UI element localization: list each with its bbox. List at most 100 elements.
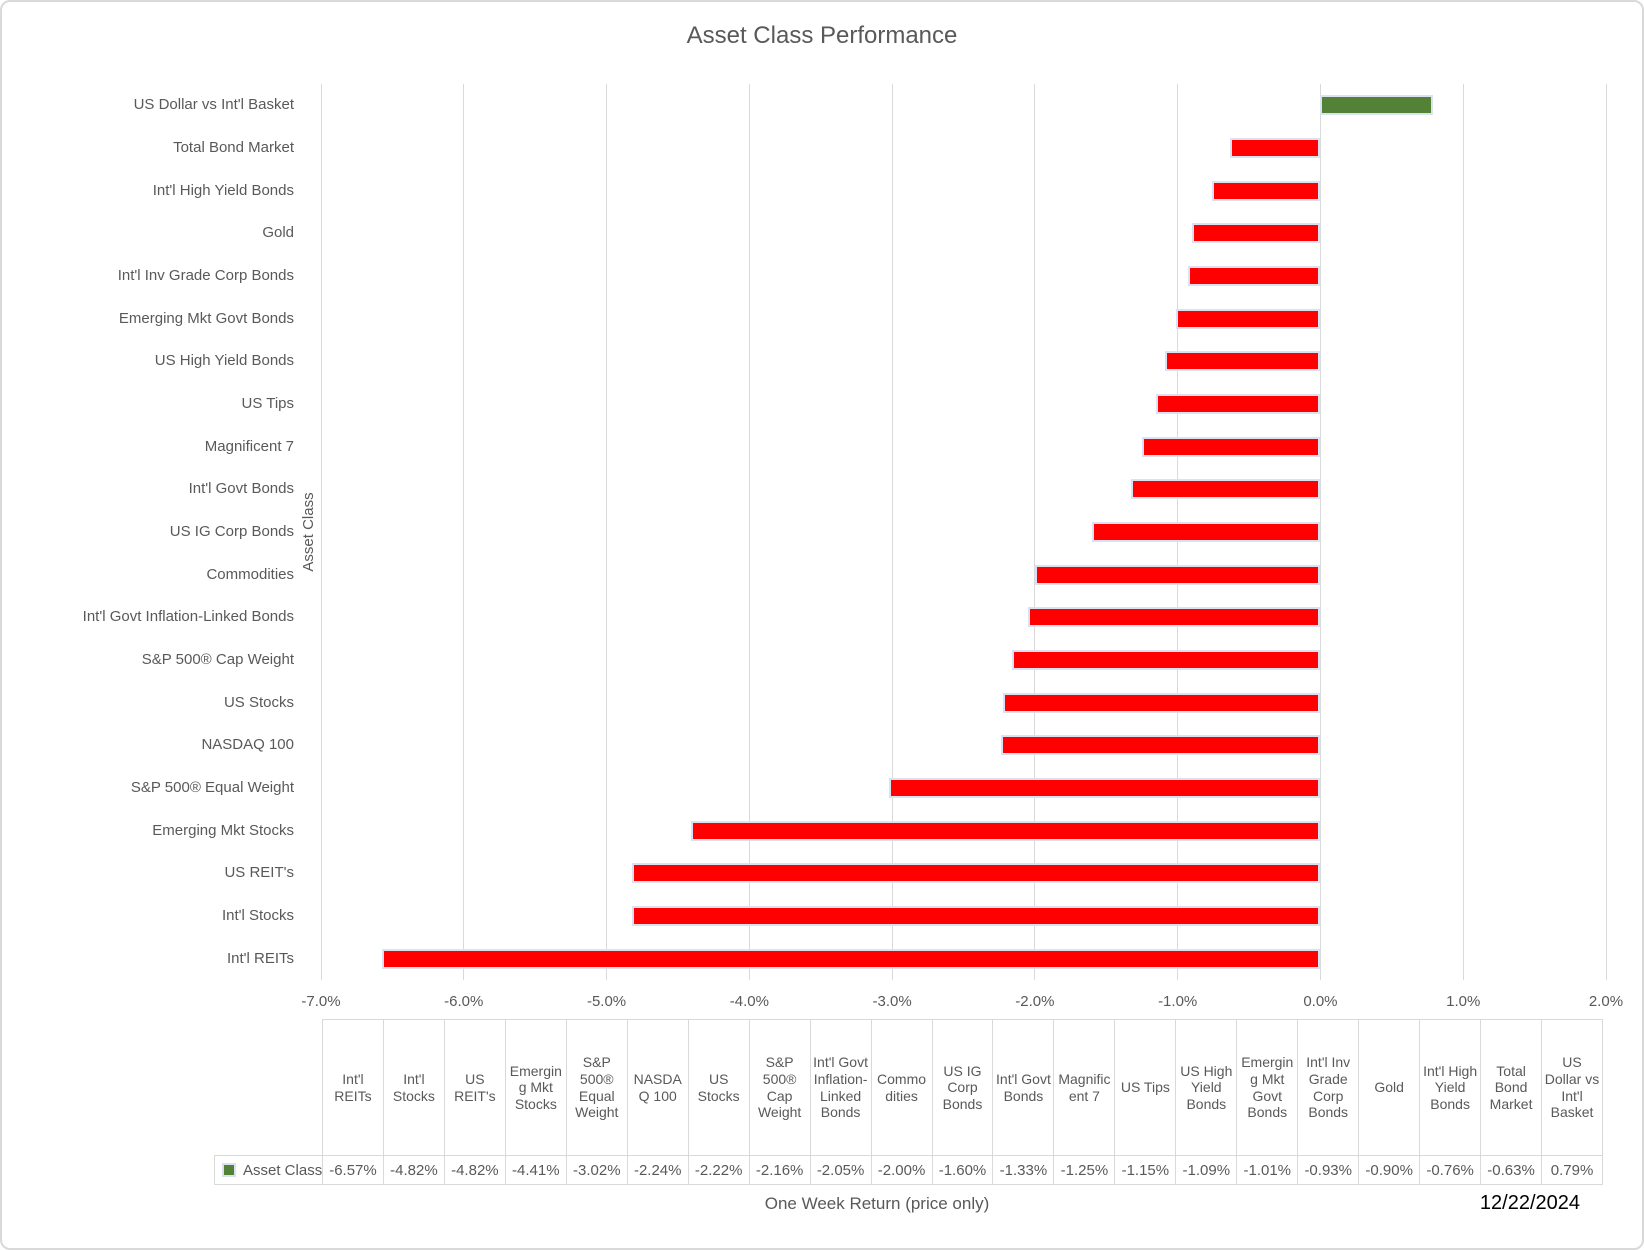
table-header-cell: US Stocks: [689, 1020, 750, 1155]
table-value-cell: -1.25%: [1054, 1156, 1116, 1184]
table-value-cell: -2.24%: [628, 1156, 689, 1184]
y-axis-category-label: US Stocks: [223, 693, 294, 711]
table-value-cell: -3.02%: [567, 1156, 628, 1184]
chart-bar: [889, 778, 1321, 798]
table-header-cell: US Tips: [1115, 1020, 1177, 1155]
table-header-cell: US REIT's: [445, 1020, 506, 1155]
table-value-cell: 0.79%: [1542, 1156, 1603, 1184]
y-axis-category-label: Int'l Govt Bonds: [188, 480, 294, 498]
table-value-cell: -0.76%: [1420, 1156, 1482, 1184]
table-header-cell: Emerging Mkt Govt Bonds: [1237, 1020, 1299, 1155]
y-axis-category-label: Commodities: [206, 565, 294, 583]
gridline: [463, 84, 465, 980]
x-axis-tick-label: 2.0%: [1588, 993, 1624, 1010]
data-table-header-row: Int'l REITs Int'l Stocks US REIT's Emerging…: [322, 1019, 1603, 1155]
chart-bar: [632, 863, 1321, 884]
table-value-cell: -4.82%: [445, 1156, 506, 1184]
y-axis-category-label: Gold: [262, 224, 294, 242]
y-axis-category-label: Int'l Stocks: [221, 907, 294, 924]
chart-bar: [1012, 650, 1321, 670]
x-axis-tick-label: -5.0%: [586, 993, 627, 1010]
chart-bar: [1230, 138, 1321, 158]
x-axis-tick-label: -7.0%: [301, 993, 341, 1010]
legend-label: Asset Class: [243, 1161, 323, 1179]
chart-bar: [1211, 180, 1321, 201]
chart-bar: [1034, 564, 1321, 585]
y-axis-category-label: US Dollar vs Int'l Basket: [133, 96, 294, 114]
x-axis-tick-label: -3.0%: [872, 993, 912, 1010]
chart-bar: [690, 820, 1321, 841]
table-header-cell: S&P 500® Cap Weight: [750, 1020, 811, 1155]
table-value-cell: -2.22%: [689, 1156, 750, 1184]
y-axis-category-label: Magnificent 7: [204, 437, 294, 455]
table-header-cell: US IG Corp Bonds: [933, 1020, 994, 1155]
table-header-cell: US High Yield Bonds: [1176, 1020, 1238, 1155]
gridline: [748, 84, 750, 980]
x-axis-tick-label: -1.0%: [1158, 993, 1198, 1010]
y-axis-category-label: Emerging Mkt Govt Bonds: [118, 309, 294, 327]
y-axis-category-label: Int'l High Yield Bonds: [152, 181, 294, 199]
chart-bar: [1187, 266, 1321, 286]
chart-bar: [632, 906, 1321, 926]
legend-swatch-icon: [222, 1163, 236, 1177]
table-header-cell: Emerging Mkt Stocks: [506, 1020, 567, 1155]
table-value-cell: -4.82%: [384, 1156, 445, 1184]
table-value-cell: -1.01%: [1237, 1156, 1299, 1184]
table-header-cell: Int'l Govt Inflation-Linked Bonds: [811, 1020, 872, 1155]
chart-bar: [1003, 692, 1321, 713]
chart-bar: [382, 948, 1321, 969]
y-axis-category-label: US REIT's: [224, 864, 294, 882]
chart-bar: [1027, 607, 1321, 628]
legend: Asset Class: [214, 1155, 323, 1185]
x-axis-tick-label: 1.0%: [1446, 993, 1481, 1010]
table-header-cell: Int'l REITs: [323, 1020, 384, 1155]
table-value-cell: -2.00%: [872, 1156, 933, 1184]
table-value-cell: -0.63%: [1481, 1156, 1543, 1184]
table-header-cell: Magnificent 7: [1054, 1020, 1116, 1155]
table-value-cell: -2.05%: [811, 1156, 872, 1184]
table-value-cell: -6.57%: [323, 1156, 384, 1184]
gridline: [1605, 84, 1607, 980]
y-axis-category-label: Emerging Mkt Stocks: [152, 821, 294, 839]
table-value-cell: -1.33%: [993, 1156, 1055, 1184]
y-axis-category-label: US IG Corp Bonds: [169, 523, 294, 540]
y-axis-category-label: Int'l REITs: [226, 949, 294, 967]
chart-bar: [1164, 351, 1321, 372]
gridline: [320, 84, 322, 980]
chart-bar: [1092, 522, 1321, 542]
y-axis-category-label: US High Yield Bonds: [154, 352, 294, 370]
x-axis-tick-label: -6.0%: [444, 993, 484, 1010]
data-table-value-row: -6.57% -4.82% -4.82% -4.41% -3.02% -2.24% -2.2…: [322, 1155, 1603, 1185]
chart-bar: [1130, 479, 1321, 500]
table-value-cell: -1.09%: [1176, 1156, 1238, 1184]
gridline: [1034, 84, 1036, 980]
gridline: [606, 84, 608, 980]
date-label: 12/22/2024: [1479, 1192, 1580, 1214]
gridline: [891, 84, 893, 980]
gridline: [1319, 84, 1321, 980]
y-axis-title: Asset Class: [300, 492, 317, 572]
table-header-cell: S&P 500® Equal Weight: [567, 1020, 628, 1155]
table-value-cell: -4.41%: [506, 1156, 567, 1184]
table-value-cell: -2.16%: [750, 1156, 811, 1184]
y-axis-category-label: Total Bond Market: [173, 139, 294, 156]
x-axis-tick-label: -2.0%: [1015, 993, 1055, 1010]
y-axis-category-label: NASDAQ 100: [201, 736, 294, 754]
table-header-cell: Int'l Govt Bonds: [993, 1020, 1055, 1155]
table-header-cell: Total Bond Market: [1481, 1020, 1543, 1155]
y-axis-category-label: Int'l Govt Inflation-Linked Bonds: [82, 608, 294, 626]
chart-bar: [1176, 308, 1321, 329]
table-value-cell: -0.93%: [1298, 1156, 1360, 1184]
y-axis-category-label: Int'l Inv Grade Corp Bonds: [117, 267, 294, 284]
chart-title: Asset Class Performance: [686, 22, 958, 49]
table-header-cell: Gold: [1359, 1020, 1421, 1155]
y-axis-category-label: S&P 500® Cap Weight: [141, 651, 294, 668]
chart-bar: [1000, 735, 1321, 756]
table-header-cell: Int'l High Yield Bonds: [1420, 1020, 1482, 1155]
table-value-cell: -1.60%: [933, 1156, 994, 1184]
x-axis-tick-label: -4.0%: [729, 993, 769, 1010]
gridline: [1462, 84, 1464, 980]
table-header-cell: US Dollar vs Int'l Basket: [1542, 1020, 1603, 1155]
chart-bar: [1320, 95, 1434, 116]
chart-bar: [1141, 436, 1321, 457]
